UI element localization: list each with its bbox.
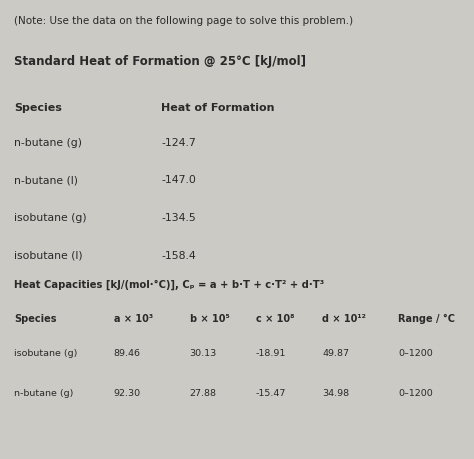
Text: 92.30: 92.30	[114, 389, 141, 398]
Text: -124.7: -124.7	[161, 138, 196, 148]
Text: n-butane (g): n-butane (g)	[14, 389, 73, 398]
Text: Species: Species	[14, 103, 62, 113]
Text: Range / °C: Range / °C	[398, 314, 455, 325]
Text: d × 10¹²: d × 10¹²	[322, 314, 366, 325]
Text: 49.87: 49.87	[322, 349, 349, 358]
Text: 0–1200: 0–1200	[398, 389, 433, 398]
Text: 89.46: 89.46	[114, 349, 141, 358]
Text: 0–1200: 0–1200	[398, 349, 433, 358]
Text: Species: Species	[14, 314, 57, 325]
Text: (Note: Use the data on the following page to solve this problem.): (Note: Use the data on the following pag…	[14, 16, 353, 26]
Text: b × 10⁵: b × 10⁵	[190, 314, 229, 325]
Text: -134.5: -134.5	[161, 213, 196, 223]
Text: Heat of Formation: Heat of Formation	[161, 103, 274, 113]
Text: 27.88: 27.88	[190, 389, 217, 398]
Text: n-butane (l): n-butane (l)	[14, 175, 78, 185]
Text: n-butane (g): n-butane (g)	[14, 138, 82, 148]
Text: Heat Capacities [kJ/(mol·°C)], Cₚ = a + b·T + c·T² + d·T³: Heat Capacities [kJ/(mol·°C)], Cₚ = a + …	[14, 280, 324, 291]
Text: isobutane (l): isobutane (l)	[14, 251, 83, 261]
Text: isobutane (g): isobutane (g)	[14, 213, 87, 223]
Text: Standard Heat of Formation @ 25°C [kJ/mol]: Standard Heat of Formation @ 25°C [kJ/mo…	[14, 55, 306, 68]
Text: 34.98: 34.98	[322, 389, 349, 398]
Text: -147.0: -147.0	[161, 175, 196, 185]
Text: a × 10³: a × 10³	[114, 314, 153, 325]
Text: -18.91: -18.91	[256, 349, 286, 358]
Text: isobutane (g): isobutane (g)	[14, 349, 78, 358]
Text: c × 10⁸: c × 10⁸	[256, 314, 294, 325]
Text: -158.4: -158.4	[161, 251, 196, 261]
Text: -15.47: -15.47	[256, 389, 286, 398]
Text: 30.13: 30.13	[190, 349, 217, 358]
